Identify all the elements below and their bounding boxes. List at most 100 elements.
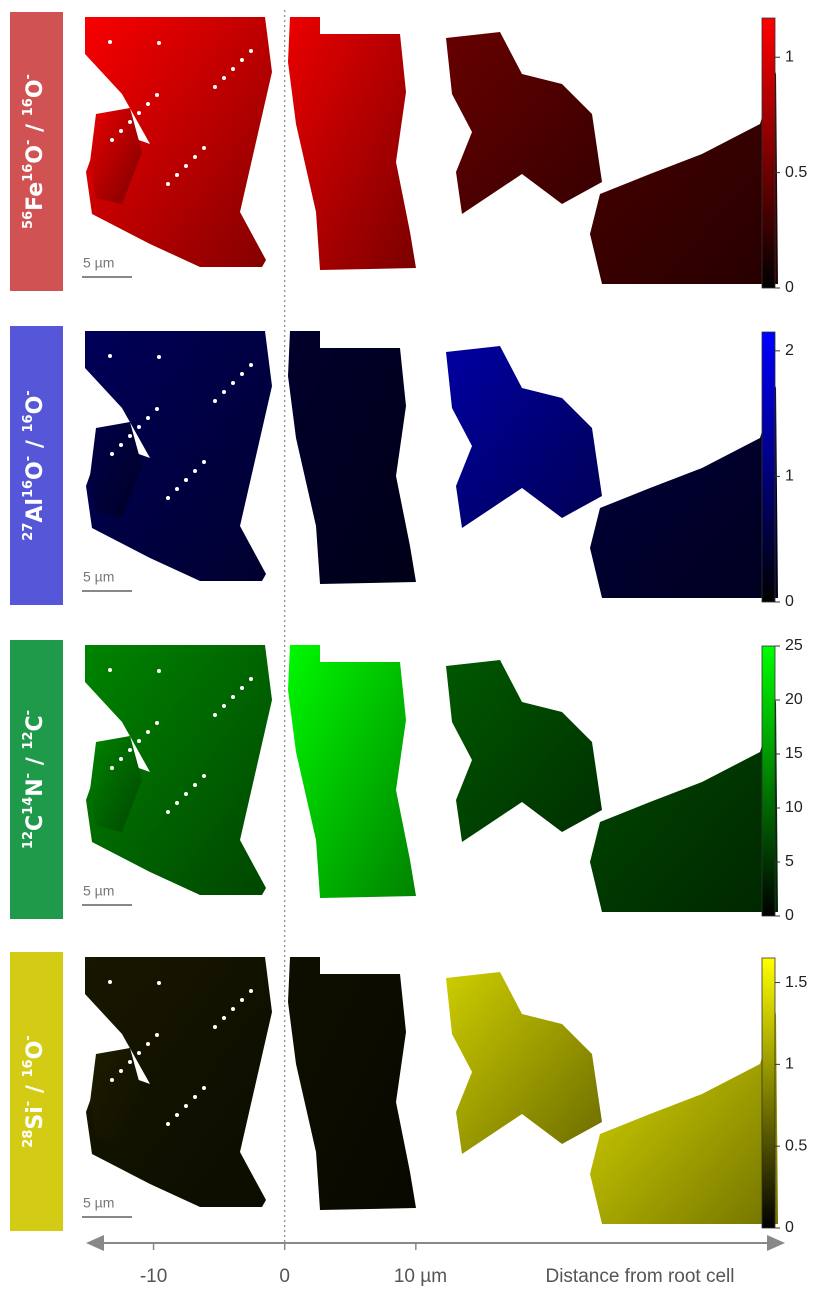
- pore: [202, 1086, 206, 1090]
- label-part: C: [23, 715, 48, 731]
- label-part: 16: [21, 1059, 36, 1077]
- label-part: Si: [23, 1106, 48, 1129]
- label-part: O: [23, 79, 48, 98]
- label-part: 16: [21, 164, 36, 182]
- colorbar-tick-label: 1.5: [785, 974, 807, 991]
- image: [85, 331, 778, 598]
- x-tick-label: 10 µm: [394, 1266, 447, 1287]
- pore: [231, 381, 235, 385]
- x-tick-label: -10: [140, 1266, 167, 1287]
- label-part: 27: [21, 523, 36, 541]
- label-part: 28: [21, 1130, 36, 1148]
- pore: [184, 1104, 188, 1108]
- label-part: N: [23, 778, 48, 796]
- image: [85, 957, 778, 1224]
- pore: [193, 155, 197, 159]
- pore: [175, 1113, 179, 1117]
- label-part: 56: [21, 211, 36, 229]
- scale-bar-label: 5 µm: [83, 883, 114, 899]
- pore: [146, 1042, 150, 1046]
- colorbar-tick-label: 0: [785, 279, 794, 296]
- colorbar-tick-label: 10: [785, 799, 803, 816]
- pore: [231, 695, 235, 699]
- pore: [128, 748, 132, 752]
- label-part: /: [23, 116, 48, 139]
- label-part: /: [23, 750, 48, 773]
- label-part: -: [21, 1035, 36, 1040]
- pore: [166, 496, 170, 500]
- colorbar-tick-label: 5: [785, 853, 794, 870]
- pore: [249, 677, 253, 681]
- pore: [240, 372, 244, 376]
- image-region: [590, 72, 778, 284]
- pore: [222, 704, 226, 708]
- pore: [155, 721, 159, 725]
- pore: [240, 58, 244, 62]
- image-region: [446, 32, 602, 214]
- label-part: 16: [21, 480, 36, 498]
- image-region: [590, 700, 778, 912]
- colorbar-tick-label: 25: [785, 637, 803, 654]
- label-part: 12: [21, 831, 36, 849]
- pore: [184, 792, 188, 796]
- pore: [137, 111, 141, 115]
- pore: [119, 757, 123, 761]
- axis-label: Distance from root cell: [545, 1266, 734, 1287]
- colorbar: [762, 18, 775, 288]
- colorbar-tick-label: 0.5: [785, 164, 807, 181]
- label-part: 16: [21, 98, 36, 116]
- pore: [108, 40, 112, 44]
- pore: [155, 93, 159, 97]
- pore: [166, 182, 170, 186]
- pore: [110, 766, 114, 770]
- pore: [110, 138, 114, 142]
- pore: [202, 460, 206, 464]
- pore: [155, 407, 159, 411]
- pore: [128, 434, 132, 438]
- label-part: C: [23, 815, 48, 831]
- pore: [157, 41, 161, 45]
- figure: Distance from root cell -10010 µm56Fe16O…: [0, 0, 836, 1291]
- pore: [249, 989, 253, 993]
- pore: [213, 1025, 217, 1029]
- label-part: 12: [21, 731, 36, 749]
- colorbar: [762, 958, 775, 1228]
- pore: [175, 487, 179, 491]
- scale-bar-label: 5 µm: [83, 255, 114, 271]
- label-part: /: [23, 432, 48, 455]
- pore: [240, 686, 244, 690]
- pore: [213, 85, 217, 89]
- panel-label: 12C14N- / 12C-: [21, 710, 48, 849]
- pore: [146, 102, 150, 106]
- pore: [119, 443, 123, 447]
- image-region: [446, 660, 602, 842]
- label-part: Al: [23, 498, 48, 523]
- scale-bar-label: 5 µm: [83, 1195, 114, 1211]
- colorbar-tick-label: 0: [785, 1219, 794, 1236]
- image-region: [288, 645, 416, 898]
- pore: [157, 981, 161, 985]
- pore: [222, 1016, 226, 1020]
- pore: [108, 980, 112, 984]
- colorbar-tick-label: 1: [785, 1056, 794, 1073]
- colorbar-tick-label: 0.5: [785, 1137, 807, 1154]
- panel-label: 27Al16O- / 16O-: [21, 390, 48, 540]
- pore: [231, 67, 235, 71]
- pore: [108, 354, 112, 358]
- pore: [231, 1007, 235, 1011]
- label-part: -: [21, 74, 36, 79]
- image-region: [446, 972, 602, 1154]
- image: [85, 645, 778, 912]
- label-part: O: [23, 461, 48, 480]
- colorbar-tick-label: 0: [785, 593, 794, 610]
- label-part: Fe: [23, 182, 48, 211]
- pore: [175, 173, 179, 177]
- colorbar-tick-label: 20: [785, 691, 803, 708]
- label-part: -: [21, 390, 36, 395]
- pore: [157, 355, 161, 359]
- colorbar-tick-label: 1: [785, 48, 794, 65]
- colorbar: [762, 646, 775, 916]
- scale-bar-label: 5 µm: [83, 569, 114, 585]
- image-region: [288, 957, 416, 1210]
- image-region: [446, 346, 602, 528]
